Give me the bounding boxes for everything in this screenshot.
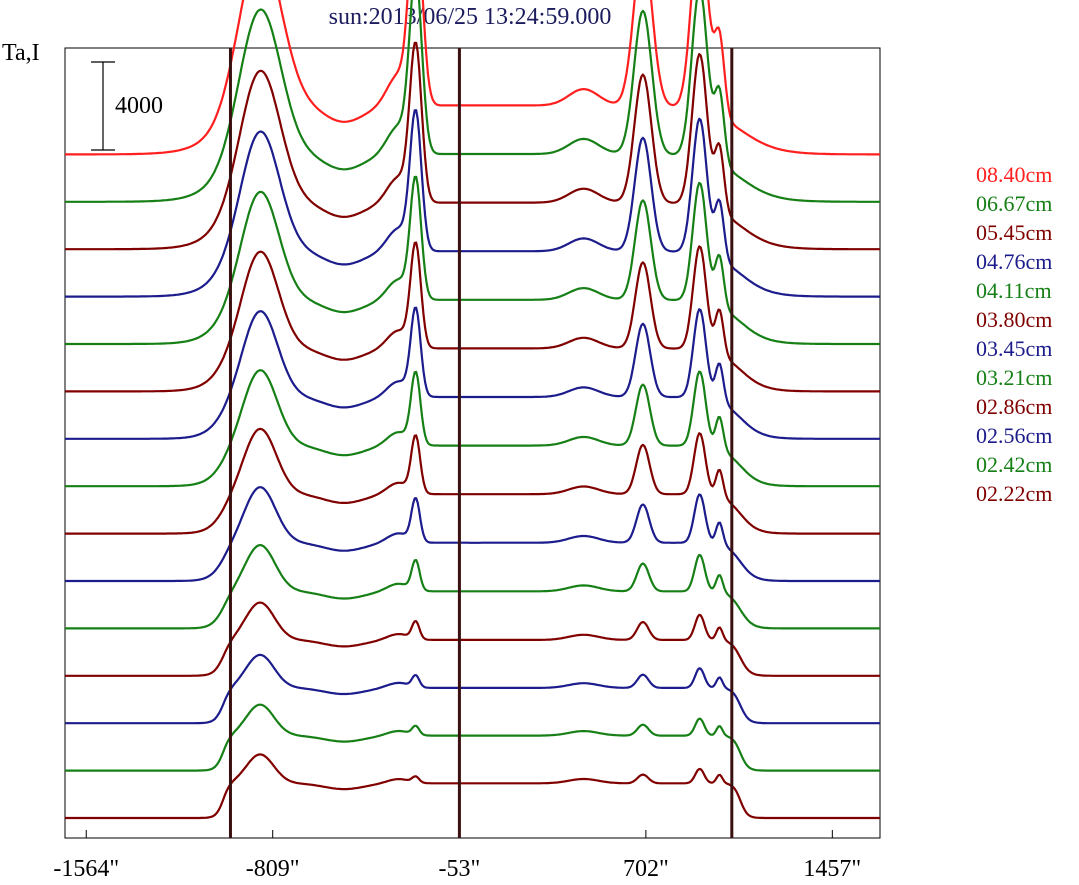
x-tick-label-1: -809" xyxy=(246,856,300,882)
legend-item: 02.86cm xyxy=(976,394,1053,419)
series-line-6 xyxy=(65,306,880,440)
series-line-2 xyxy=(65,41,880,251)
series-line-9 xyxy=(65,486,880,583)
scale-bar-label: 4000 xyxy=(115,93,163,119)
series-line-0 xyxy=(65,0,880,156)
y-axis-label: Ta,I xyxy=(2,40,40,66)
series-line-13 xyxy=(65,703,880,772)
legend-item: 04.11cm xyxy=(976,278,1052,303)
legend-item: 08.40cm xyxy=(976,162,1053,187)
series-line-10 xyxy=(65,544,880,630)
legend: 08.40cm 06.67cm 05.45cm 04.76cm 04.11cm 03.80… xyxy=(976,160,1079,508)
x-tick-label-2: -53" xyxy=(439,856,481,882)
plot-frame xyxy=(64,47,881,839)
legend-item: 06.67cm xyxy=(976,191,1053,216)
series-line-4 xyxy=(65,175,880,346)
legend-item: 03.21cm xyxy=(976,365,1053,390)
legend-item: 02.22cm xyxy=(976,481,1053,506)
series-line-14 xyxy=(65,753,880,820)
legend-item: 02.42cm xyxy=(976,452,1053,477)
series-line-7 xyxy=(65,369,880,488)
series-line-3 xyxy=(65,109,880,298)
series-line-11 xyxy=(65,601,880,677)
series-line-1 xyxy=(65,0,880,203)
legend-item: 03.45cm xyxy=(976,336,1053,361)
x-tick-label-4: 1457" xyxy=(803,856,861,882)
series-line-12 xyxy=(65,653,880,725)
legend-item: 02.56cm xyxy=(976,423,1053,448)
legend-item: 05.45cm xyxy=(976,220,1053,245)
series-line-8 xyxy=(65,427,880,535)
x-tick-label-3: 702" xyxy=(623,856,669,882)
chart-title: sun:2013/06/25 13:24:59.000 xyxy=(328,4,612,30)
x-tick-label-0: -1564" xyxy=(53,856,119,882)
legend-item: 04.76cm xyxy=(976,249,1053,274)
legend-item: 03.80cm xyxy=(976,307,1053,332)
series-line-5 xyxy=(65,241,880,393)
